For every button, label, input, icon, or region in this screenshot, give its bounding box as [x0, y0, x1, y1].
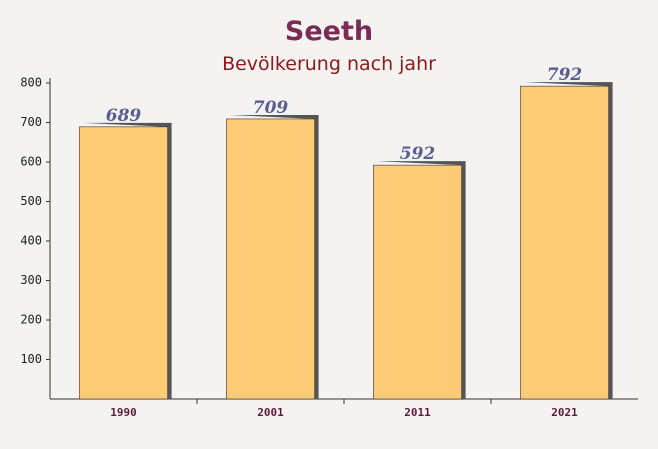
x-tick-label: 2021	[551, 406, 578, 419]
y-tick-label: 800	[20, 76, 42, 90]
value-label: 592	[400, 144, 436, 164]
chart-title: Seeth	[285, 16, 373, 47]
bar	[79, 126, 168, 400]
y-tick-label: 100	[20, 352, 42, 366]
y-tick-label: 500	[20, 194, 42, 208]
bar	[226, 118, 315, 400]
chart-subtitle: Bevölkerung nach jahr	[222, 53, 436, 75]
value-label: 792	[547, 65, 583, 85]
value-label: 709	[253, 98, 289, 118]
x-tick-label: 2001	[257, 406, 284, 419]
value-label: 689	[106, 106, 142, 126]
y-tick-label: 600	[20, 155, 42, 169]
y-tick-label: 200	[20, 313, 42, 327]
x-tick-label: 2011	[404, 406, 431, 419]
bar	[373, 164, 462, 400]
y-tick-label: 300	[20, 273, 42, 287]
y-tick-label: 700	[20, 115, 42, 129]
y-tick-label: 400	[20, 234, 42, 248]
x-tick-label: 1990	[110, 406, 137, 419]
bar	[520, 85, 609, 400]
